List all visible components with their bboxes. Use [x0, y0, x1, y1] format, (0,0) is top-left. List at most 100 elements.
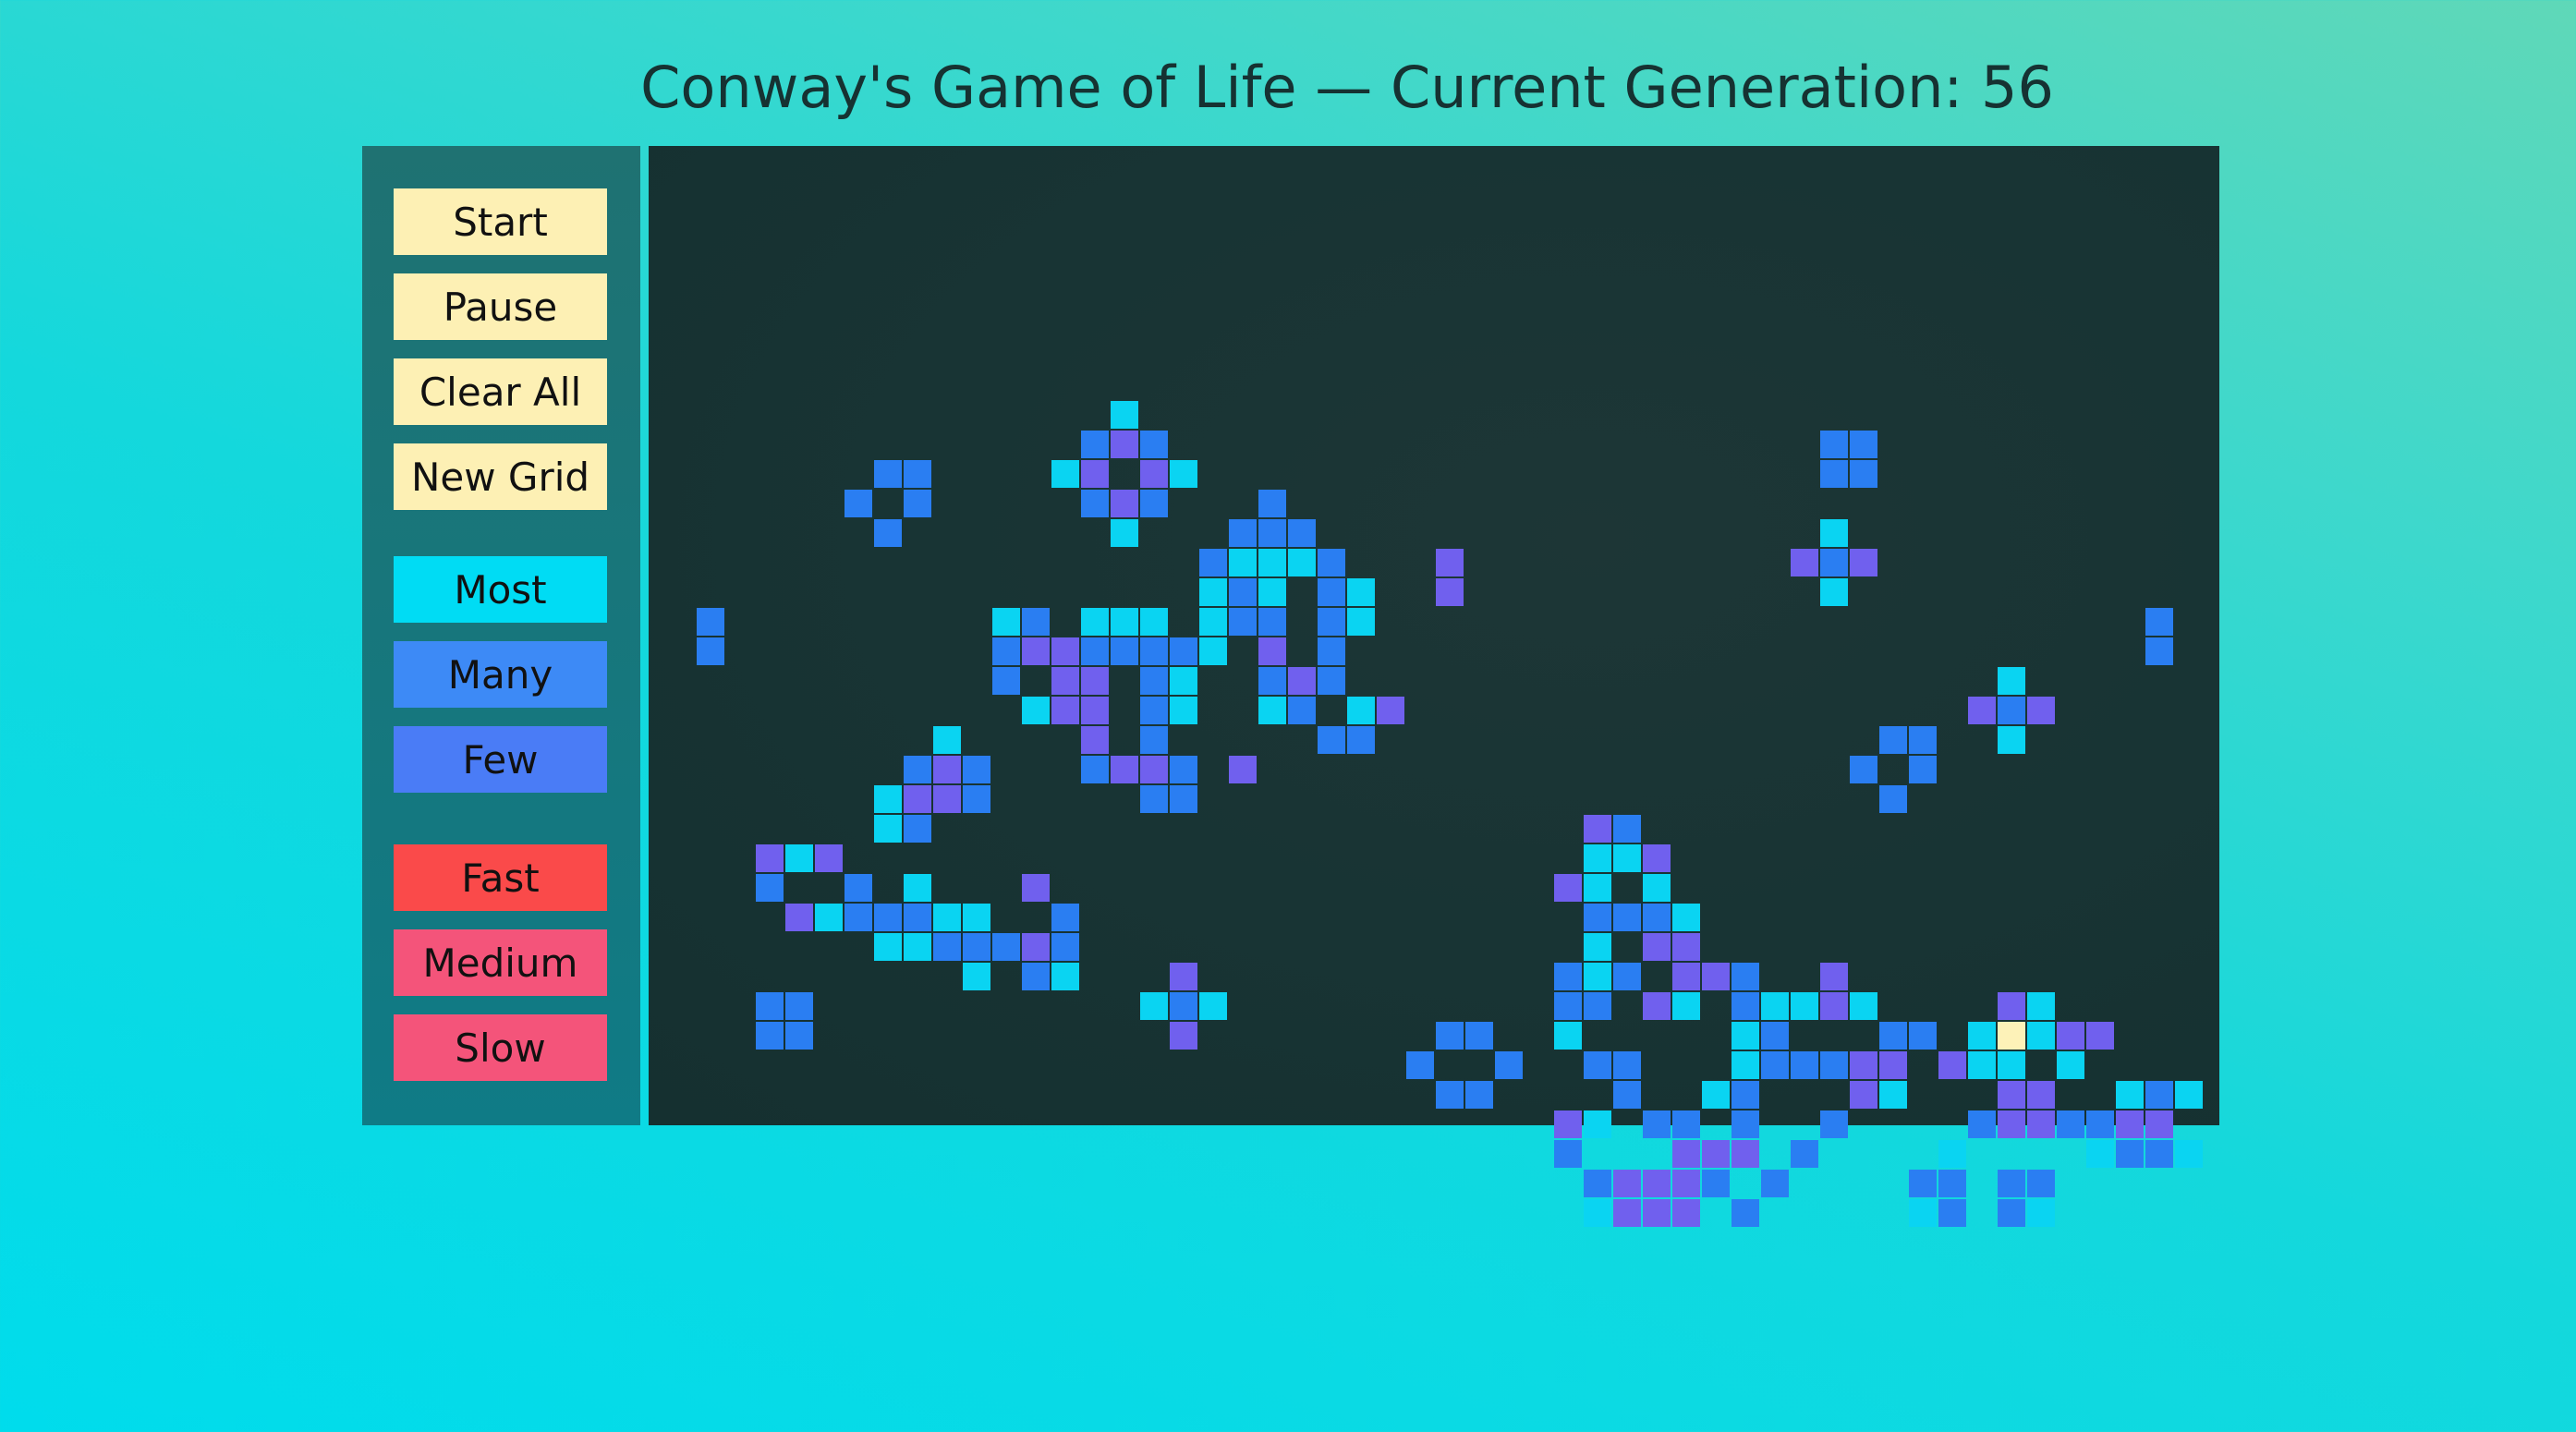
live-cell[interactable]: [1998, 667, 2025, 695]
live-cell[interactable]: [1761, 1051, 1789, 1079]
live-cell[interactable]: [1554, 874, 1582, 902]
live-cell[interactable]: [1081, 697, 1109, 724]
live-cell[interactable]: [1199, 992, 1227, 1020]
live-cell[interactable]: [1613, 963, 1641, 990]
live-cell[interactable]: [1140, 460, 1168, 488]
live-cell[interactable]: [1229, 549, 1257, 576]
live-cell[interactable]: [1436, 578, 1464, 606]
live-cell[interactable]: [1968, 1110, 1996, 1138]
many-button[interactable]: Many: [394, 641, 607, 708]
live-cell[interactable]: [1436, 1022, 1464, 1050]
live-cell[interactable]: [1051, 963, 1079, 990]
live-cell[interactable]: [2057, 1051, 2084, 1079]
live-cell[interactable]: [1140, 667, 1168, 695]
live-cell[interactable]: [1318, 578, 1345, 606]
live-cell[interactable]: [992, 933, 1020, 961]
live-cell[interactable]: [1554, 1140, 1582, 1168]
live-cell[interactable]: [1022, 637, 1050, 665]
live-cell[interactable]: [1288, 519, 1316, 547]
live-cell[interactable]: [933, 904, 961, 931]
live-cell[interactable]: [1702, 963, 1730, 990]
live-cell[interactable]: [1820, 963, 1848, 990]
live-cell[interactable]: [2027, 1170, 2055, 1197]
live-cell[interactable]: [1850, 756, 1877, 783]
live-cell[interactable]: [1643, 1110, 1671, 1138]
live-cell[interactable]: [1081, 490, 1109, 517]
live-cell[interactable]: [1229, 578, 1257, 606]
live-cell[interactable]: [1081, 637, 1109, 665]
live-cell[interactable]: [2027, 1081, 2055, 1109]
live-cell[interactable]: [1258, 667, 1286, 695]
live-cell[interactable]: [963, 933, 990, 961]
live-cell[interactable]: [1879, 785, 1907, 813]
live-cell[interactable]: [1968, 697, 1996, 724]
live-cell[interactable]: [1140, 608, 1168, 636]
live-cell[interactable]: [1643, 844, 1671, 872]
pause-button[interactable]: Pause: [394, 273, 607, 340]
live-cell[interactable]: [1229, 519, 1257, 547]
live-cell[interactable]: [2145, 637, 2173, 665]
live-cell[interactable]: [2175, 1140, 2203, 1168]
live-cell[interactable]: [933, 756, 961, 783]
live-cell[interactable]: [1111, 401, 1138, 429]
live-cell[interactable]: [1140, 637, 1168, 665]
live-cell[interactable]: [697, 608, 724, 636]
live-cell[interactable]: [1081, 726, 1109, 754]
live-cell[interactable]: [1732, 1110, 1759, 1138]
live-cell[interactable]: [1406, 1051, 1434, 1079]
live-cell[interactable]: [1584, 1051, 1611, 1079]
live-cell[interactable]: [1554, 1022, 1582, 1050]
live-cell[interactable]: [904, 460, 931, 488]
live-cell[interactable]: [874, 785, 902, 813]
live-cell[interactable]: [874, 460, 902, 488]
live-cell[interactable]: [1258, 637, 1286, 665]
live-cell[interactable]: [2145, 1081, 2173, 1109]
live-cell[interactable]: [1081, 608, 1109, 636]
live-cell[interactable]: [2175, 1081, 2203, 1109]
live-cell[interactable]: [1140, 431, 1168, 458]
live-cell[interactable]: [1850, 992, 1877, 1020]
live-cell[interactable]: [1761, 1022, 1789, 1050]
live-cell[interactable]: [1938, 1140, 1966, 1168]
live-cell[interactable]: [904, 756, 931, 783]
live-cell[interactable]: [2027, 1022, 2055, 1050]
live-cell[interactable]: [1820, 549, 1848, 576]
live-cell[interactable]: [963, 904, 990, 931]
live-cell[interactable]: [1022, 874, 1050, 902]
live-cell[interactable]: [904, 874, 931, 902]
live-cell[interactable]: [815, 844, 843, 872]
live-cell[interactable]: [1879, 1081, 1907, 1109]
live-cell[interactable]: [1672, 1199, 1700, 1227]
live-cell[interactable]: [1170, 756, 1197, 783]
live-cell[interactable]: [756, 992, 784, 1020]
live-cell[interactable]: [2145, 1110, 2173, 1138]
live-cell[interactable]: [904, 490, 931, 517]
live-cell[interactable]: [1968, 1051, 1996, 1079]
live-cell[interactable]: [1761, 992, 1789, 1020]
live-cell[interactable]: [1140, 726, 1168, 754]
live-cell[interactable]: [1672, 933, 1700, 961]
live-cell[interactable]: [1288, 549, 1316, 576]
live-cell[interactable]: [1081, 667, 1109, 695]
live-cell[interactable]: [2027, 1199, 2055, 1227]
live-cell[interactable]: [1140, 992, 1168, 1020]
live-cell[interactable]: [785, 844, 813, 872]
live-cell[interactable]: [1584, 992, 1611, 1020]
live-cell[interactable]: [1318, 637, 1345, 665]
live-cell[interactable]: [1643, 874, 1671, 902]
live-cell[interactable]: [697, 637, 724, 665]
live-cell[interactable]: [1850, 1051, 1877, 1079]
live-cell[interactable]: [1791, 992, 1818, 1020]
new-grid-button[interactable]: New Grid: [394, 443, 607, 510]
live-cell[interactable]: [1170, 637, 1197, 665]
live-cell[interactable]: [1820, 1051, 1848, 1079]
live-cell[interactable]: [874, 519, 902, 547]
most-button[interactable]: Most: [394, 556, 607, 623]
live-cell[interactable]: [1613, 1051, 1641, 1079]
live-cell[interactable]: [1022, 608, 1050, 636]
live-cell[interactable]: [1820, 992, 1848, 1020]
live-cell[interactable]: [1318, 726, 1345, 754]
live-cell[interactable]: [1051, 697, 1079, 724]
live-cell[interactable]: [1199, 608, 1227, 636]
live-cell[interactable]: [1613, 815, 1641, 843]
